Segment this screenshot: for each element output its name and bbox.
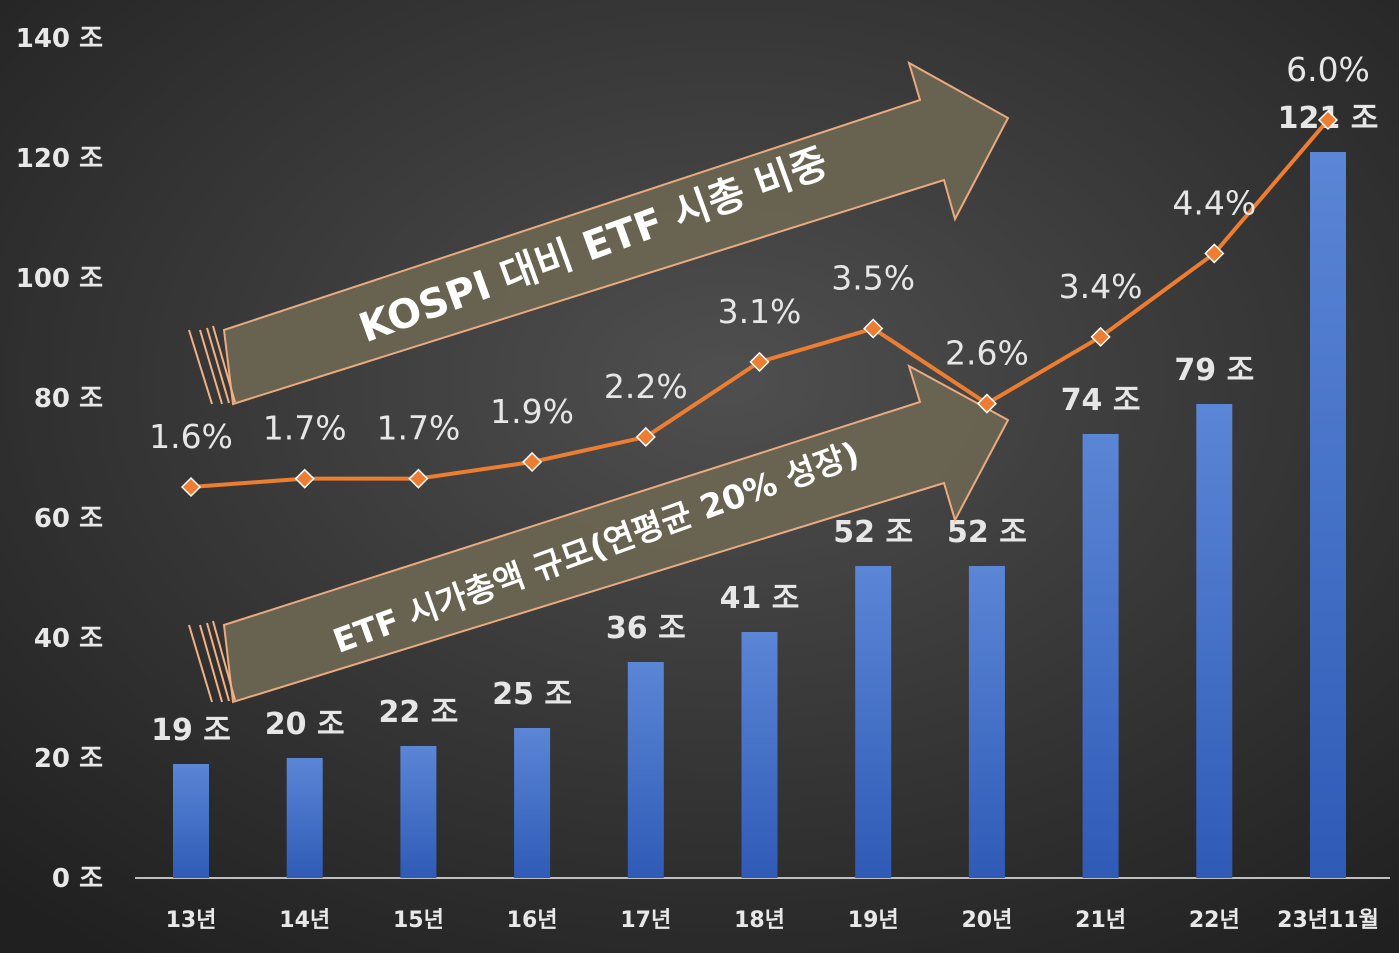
x-tick-label: 21년 xyxy=(1075,908,1126,933)
line-point xyxy=(1317,109,1339,131)
line-value-label: 3.4% xyxy=(1059,267,1143,306)
line-value-label: 1.9% xyxy=(490,392,574,431)
bar xyxy=(1082,434,1119,878)
line-point xyxy=(522,451,543,473)
bar xyxy=(855,566,892,878)
arrow-kospi-ratio xyxy=(188,60,1010,406)
x-tick-label: 15년 xyxy=(393,908,444,933)
bar xyxy=(627,662,664,878)
y-tick-label: 40 조 xyxy=(34,624,103,654)
line-point xyxy=(749,351,770,372)
y-tick-label: 80 조 xyxy=(34,384,103,414)
bar-value-label: 22 조 xyxy=(379,695,459,730)
bar-value-label: 74 조 xyxy=(1061,383,1141,418)
line-value-label: 1.6% xyxy=(149,417,233,456)
line-point xyxy=(180,476,202,498)
y-axis: 0 조 20 조 40 조 60 조 80 조 100 조 120 조 140 조 xyxy=(16,24,103,894)
bar xyxy=(741,632,778,878)
bar xyxy=(968,566,1005,878)
bar xyxy=(400,746,437,878)
line-point xyxy=(408,468,429,489)
x-tick-label: 18년 xyxy=(734,908,785,933)
bar xyxy=(173,764,209,878)
x-tick-label: 16년 xyxy=(507,908,558,933)
y-tick-label: 0 조 xyxy=(52,864,103,894)
y-tick-label: 120 조 xyxy=(16,144,103,174)
line-value-label: 3.1% xyxy=(718,292,802,331)
x-tick-label: 20년 xyxy=(961,908,1012,933)
line-point xyxy=(1090,326,1111,347)
x-tick-label: 13년 xyxy=(166,908,217,933)
x-tick-label: 22년 xyxy=(1189,908,1240,933)
bar-value-label: 52 조 xyxy=(833,515,913,550)
line-value-label: 1.7% xyxy=(263,409,347,448)
bar xyxy=(1196,404,1233,878)
bar xyxy=(286,758,323,878)
bar-value-label: 41 조 xyxy=(720,581,800,616)
x-tick-label: 23년11월 xyxy=(1277,908,1379,933)
bar-value-label: 25 조 xyxy=(492,677,572,712)
line-value-label: 1.7% xyxy=(376,409,460,448)
bar-series: 19 조 20 조 22 조 25 조 36 조 41 조 52 조 52 조 74 조 79 조… xyxy=(151,101,1378,878)
arrow-etf-size xyxy=(188,363,1010,704)
bar xyxy=(1310,152,1346,878)
line-value-label: 2.2% xyxy=(604,367,688,406)
x-tick-label: 17년 xyxy=(620,908,671,933)
line-point xyxy=(1204,243,1225,264)
y-tick-label: 100 조 xyxy=(16,264,103,294)
line-point xyxy=(976,393,997,414)
bar-value-label: 52 조 xyxy=(947,515,1027,550)
line-point xyxy=(863,318,884,339)
line-series: 1.6% 1.7% 1.7% 1.9% 2.2% 3.1% 3.5% 2.6% 3.4% 4.4%… xyxy=(149,50,1370,498)
bar-value-label: 79 조 xyxy=(1174,353,1254,388)
bar-value-label: 20 조 xyxy=(265,707,345,742)
y-tick-label: 20 조 xyxy=(34,744,103,774)
y-tick-label: 60 조 xyxy=(34,504,103,534)
bar-value-label: 36 조 xyxy=(606,611,686,646)
bar-value-label: 19 조 xyxy=(151,713,231,748)
x-axis: 13년 14년 15년 16년 17년 18년 19년 20년 21년 22년 23년11월 xyxy=(166,908,1379,933)
line-value-label: 2.6% xyxy=(945,334,1029,373)
x-tick-label: 14년 xyxy=(279,908,330,933)
line-point xyxy=(294,468,315,489)
line-point xyxy=(635,426,656,448)
y-tick-label: 140 조 xyxy=(16,24,103,54)
line-value-label: 3.5% xyxy=(831,259,915,298)
line-value-label: 4.4% xyxy=(1172,183,1256,222)
line-value-label: 6.0% xyxy=(1286,50,1370,89)
bar xyxy=(514,728,551,878)
x-tick-label: 19년 xyxy=(848,908,899,933)
